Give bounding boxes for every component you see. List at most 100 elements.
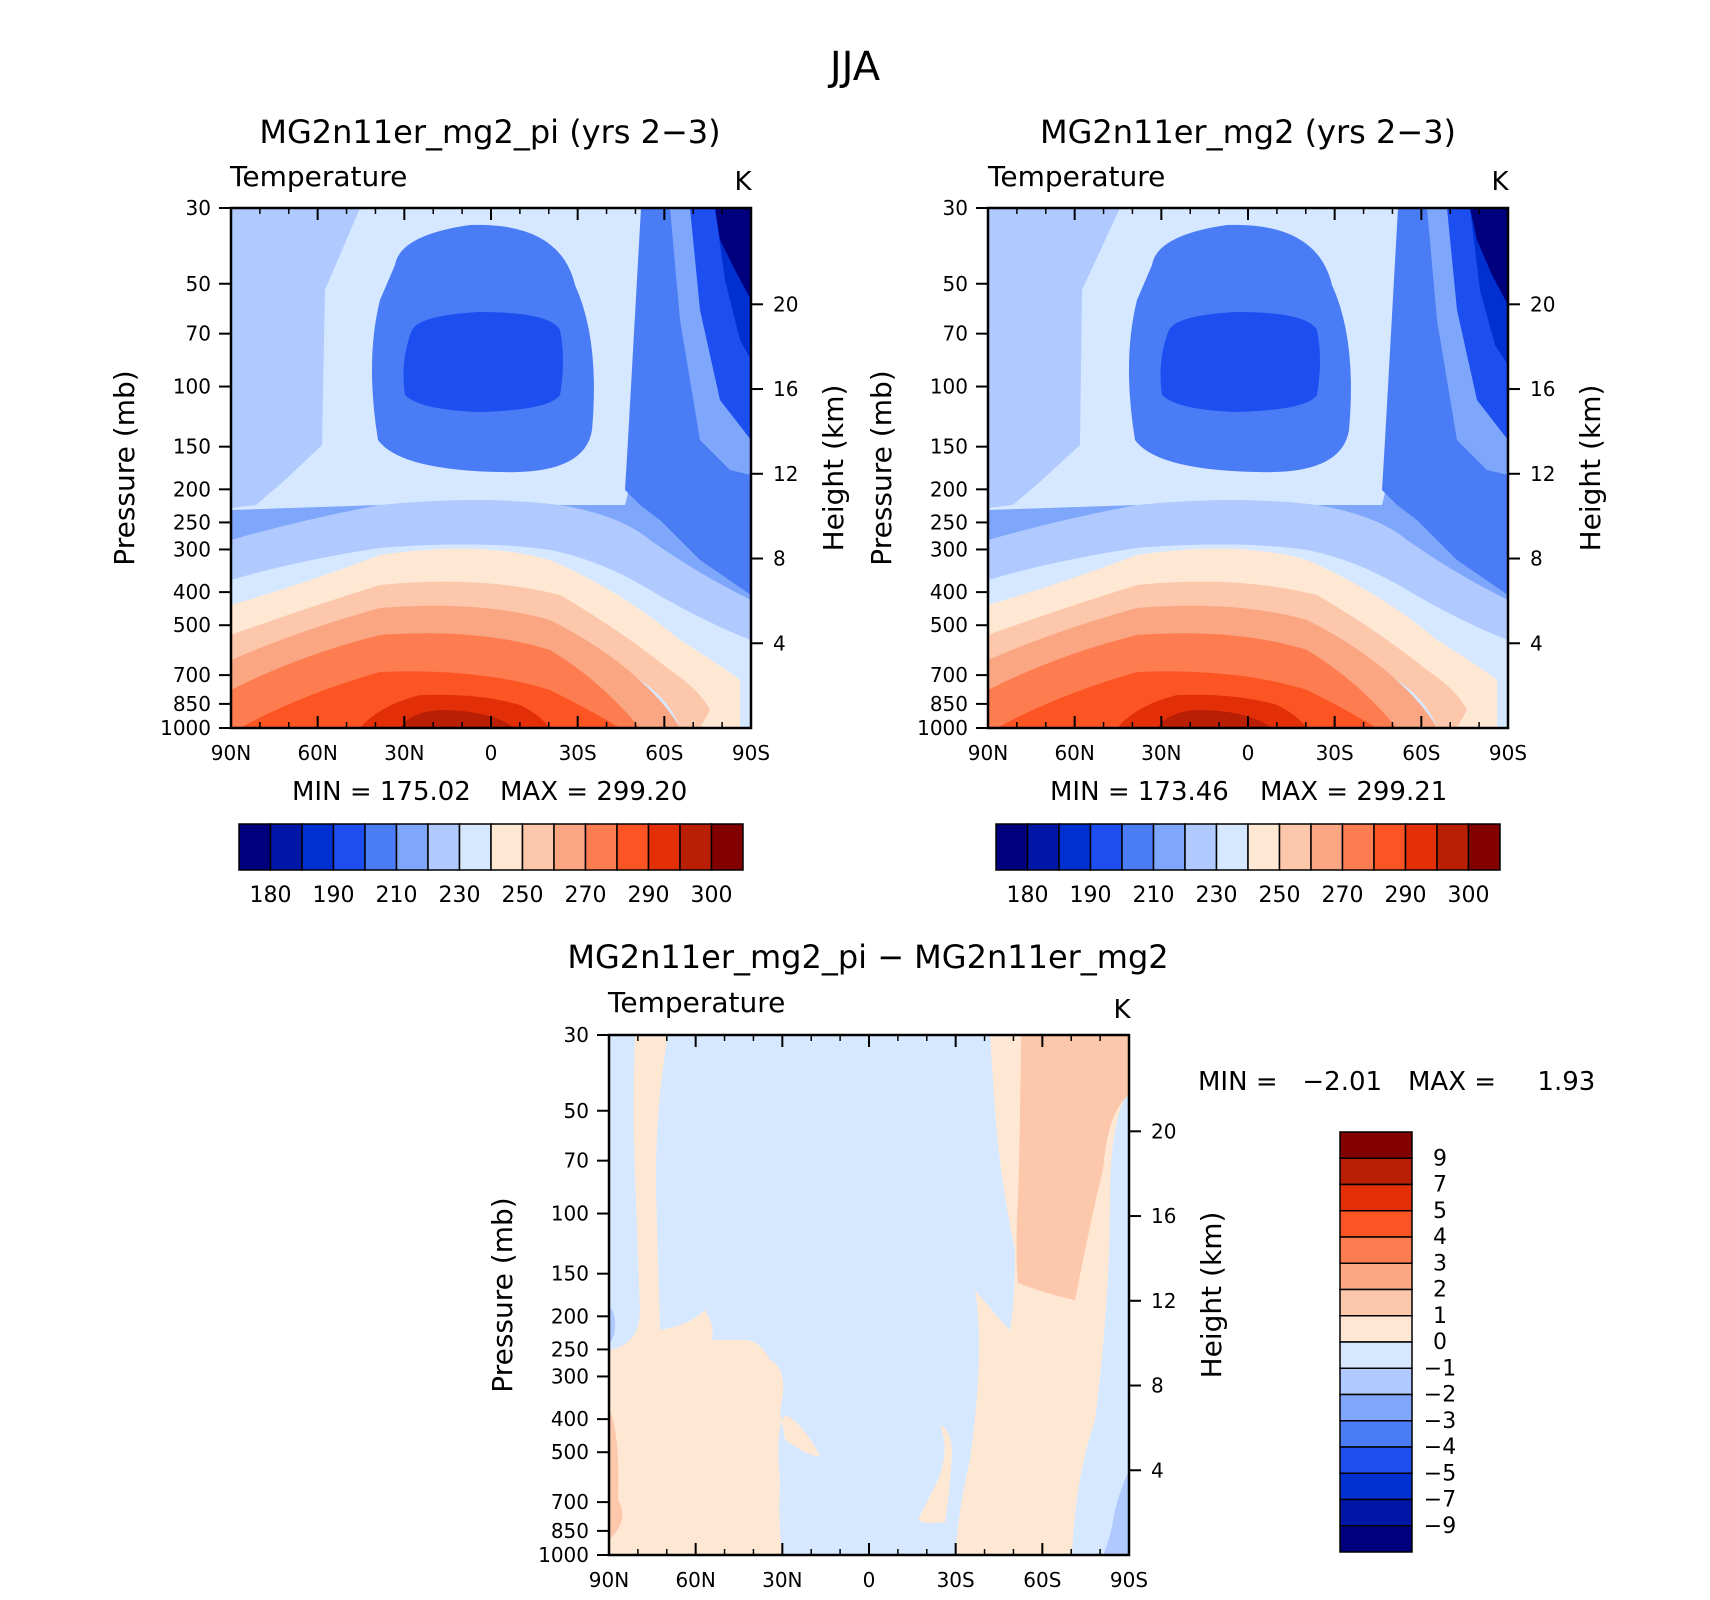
colorbar-swatch bbox=[1026, 823, 1060, 871]
colorbar-swatch bbox=[1339, 1288, 1413, 1317]
y-tick-label: 850 bbox=[173, 692, 211, 716]
y-tick-label: 400 bbox=[551, 1407, 589, 1431]
colorbar-label: 4 bbox=[1433, 1225, 1447, 1250]
y-tick-label: 50 bbox=[564, 1099, 589, 1123]
x-tick-label: 0 bbox=[863, 1568, 876, 1592]
x-tick-label: 60S bbox=[1023, 1568, 1061, 1592]
y-tick-label: 1000 bbox=[917, 716, 968, 740]
colorbar-swatch bbox=[1404, 823, 1438, 871]
colorbar-swatch bbox=[427, 823, 461, 871]
colorbar-swatch bbox=[1339, 1393, 1413, 1422]
contour-band bbox=[988, 544, 1508, 680]
colorbar-swatch bbox=[1215, 823, 1249, 871]
x-tick-label: 60N bbox=[297, 741, 337, 765]
colorbar-swatch bbox=[458, 823, 492, 871]
y-right-tick-label: 8 bbox=[773, 547, 786, 571]
min-label: MIN = −2.01 bbox=[1198, 1067, 1382, 1097]
colorbar-swatch bbox=[1339, 1498, 1413, 1527]
colorbar-label: 230 bbox=[1196, 883, 1238, 908]
y-tick-label: 250 bbox=[551, 1337, 589, 1361]
y-right-tick-label: 16 bbox=[1530, 377, 1555, 401]
colorbar-swatch bbox=[1373, 823, 1407, 871]
x-tick-label: 60N bbox=[675, 1568, 715, 1592]
y-tick-label: 150 bbox=[551, 1262, 589, 1286]
axis-group: 90N 60N 30N 0 30S 60S 90S 30 50 70 100 150 200 250 300… bbox=[108, 196, 850, 765]
y-tick-label: 400 bbox=[930, 580, 968, 604]
colorbar-swatch bbox=[647, 823, 681, 871]
colorbar-label: 250 bbox=[502, 883, 544, 908]
colorbar-label: −1 bbox=[1424, 1356, 1456, 1381]
contour-band bbox=[231, 544, 751, 680]
colorbar-swatch bbox=[1339, 1157, 1413, 1186]
colorbar-label: 180 bbox=[1007, 883, 1049, 908]
max-label: MAX = 299.21 bbox=[1260, 777, 1447, 807]
colorbar-swatch bbox=[1184, 823, 1218, 871]
panel-subtitle: Temperature bbox=[607, 986, 785, 1019]
colorbar-label: 300 bbox=[691, 883, 733, 908]
colorbar-label: 1 bbox=[1433, 1304, 1447, 1329]
contour-band bbox=[231, 208, 360, 508]
colorbar-swatch bbox=[616, 823, 650, 871]
colorbar-swatch bbox=[995, 823, 1029, 871]
colorbar-swatch bbox=[1339, 1420, 1413, 1448]
colorbar-swatch bbox=[238, 823, 272, 871]
y-tick-label: 150 bbox=[173, 435, 211, 459]
colorbar-label: 190 bbox=[1070, 883, 1112, 908]
figure-title: JJA bbox=[827, 44, 881, 90]
y-tick-label: 200 bbox=[173, 477, 211, 501]
axis-group: 90N 60N 30N 0 30S 60S 90S 30 50 70 100 150 200 250 300… bbox=[865, 196, 1607, 765]
contour-band bbox=[403, 312, 563, 412]
colorbar-swatch bbox=[395, 823, 429, 871]
colorbar-label: 0 bbox=[1433, 1330, 1447, 1355]
y-right-tick-label: 12 bbox=[773, 462, 798, 486]
colorbar-swatch bbox=[1278, 823, 1312, 871]
y-tick-label: 250 bbox=[930, 510, 968, 534]
y-right-tick-label: 8 bbox=[1151, 1374, 1164, 1398]
y-right-tick-label: 12 bbox=[1530, 462, 1555, 486]
y-axis-title: Pressure (mb) bbox=[865, 370, 898, 565]
colorbar-label: 2 bbox=[1433, 1278, 1447, 1303]
panel-experiment: MG2n11er_mg2 (yrs 2−3) Temperature K bbox=[865, 113, 1607, 908]
colorbar-label: 250 bbox=[1259, 883, 1301, 908]
x-tick-label: 60S bbox=[1402, 741, 1440, 765]
max-label: MAX = 1.93 bbox=[1408, 1067, 1595, 1097]
colorbar-swatch bbox=[1310, 823, 1344, 871]
y-tick-label: 1000 bbox=[160, 716, 211, 740]
colorbar-swatch bbox=[1121, 823, 1155, 871]
colorbar-swatch bbox=[1339, 1262, 1413, 1291]
colorbar-label: 210 bbox=[376, 883, 418, 908]
colorbar-label: 290 bbox=[628, 883, 670, 908]
colorbar-label: 3 bbox=[1433, 1251, 1447, 1276]
y-right-axis-title: Height (km) bbox=[1574, 385, 1607, 552]
panel-control: MG2n11er_mg2_pi (yrs 2−3) Temperature K bbox=[108, 113, 850, 908]
colorbar-label: 180 bbox=[250, 883, 292, 908]
axis-group: 90N 60N 30N 0 30S 60S 90S 30 50 70 100 150 200 250 300… bbox=[486, 1023, 1228, 1592]
contour-layer bbox=[609, 1035, 1129, 1555]
contour-band bbox=[715, 208, 751, 300]
contour-band bbox=[609, 1306, 616, 1345]
colorbar-label: −3 bbox=[1424, 1409, 1456, 1434]
colorbar: 180 190 210 230 250 270 290 300 bbox=[995, 823, 1501, 908]
colorbar-swatch bbox=[1339, 1210, 1413, 1238]
y-tick-label: 150 bbox=[930, 435, 968, 459]
colorbar-swatch bbox=[1339, 1341, 1413, 1369]
y-tick-label: 500 bbox=[173, 613, 211, 637]
x-tick-label: 90S bbox=[1489, 741, 1527, 765]
x-tick-label: 60S bbox=[645, 741, 683, 765]
contour-band bbox=[988, 208, 1120, 508]
colorbar-label: 230 bbox=[439, 883, 481, 908]
colorbar-swatch bbox=[1058, 823, 1092, 871]
y-tick-label: 200 bbox=[551, 1304, 589, 1328]
contour-band bbox=[988, 500, 1508, 640]
y-tick-label: 70 bbox=[943, 322, 968, 346]
colorbar-swatch bbox=[1339, 1183, 1413, 1212]
y-right-tick-label: 20 bbox=[1151, 1119, 1176, 1143]
y-tick-label: 300 bbox=[930, 537, 968, 561]
contour-band bbox=[231, 500, 751, 640]
y-right-tick-label: 8 bbox=[1530, 547, 1543, 571]
y-tick-label: 500 bbox=[551, 1440, 589, 1464]
colorbar-swatch bbox=[710, 823, 744, 871]
x-tick-label: 0 bbox=[1242, 741, 1255, 765]
y-tick-label: 50 bbox=[186, 272, 211, 296]
colorbar-label: 270 bbox=[1322, 883, 1364, 908]
